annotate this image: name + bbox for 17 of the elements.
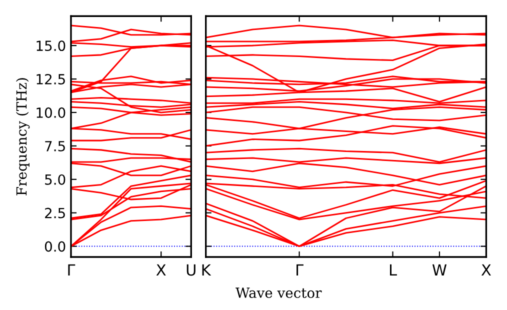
x-tick-label: W bbox=[432, 264, 447, 276]
x-axis-title: Wave vector bbox=[236, 288, 322, 298]
y-tick-label: 5.0 bbox=[45, 174, 66, 185]
x-tick-label: X bbox=[156, 264, 166, 276]
x-tick-label: K bbox=[202, 264, 212, 276]
y-tick-label: 15.0 bbox=[36, 40, 66, 52]
y-tick-label: 10.0 bbox=[36, 107, 66, 118]
y-tick-label: 7.5 bbox=[45, 141, 65, 152]
x-tick-label: X bbox=[481, 264, 491, 276]
x-tick-label: Γ bbox=[68, 264, 76, 276]
y-tick-label: 12.5 bbox=[36, 74, 65, 84]
x-tick-label: L bbox=[390, 264, 397, 276]
x-tick-label: U bbox=[186, 264, 196, 276]
y-tick-label: 2.5 bbox=[45, 208, 65, 218]
y-tick-label: 0.0 bbox=[44, 241, 66, 252]
y-axis-title: Frequency (THz) bbox=[16, 78, 30, 196]
x-tick-label: Γ bbox=[296, 264, 304, 276]
